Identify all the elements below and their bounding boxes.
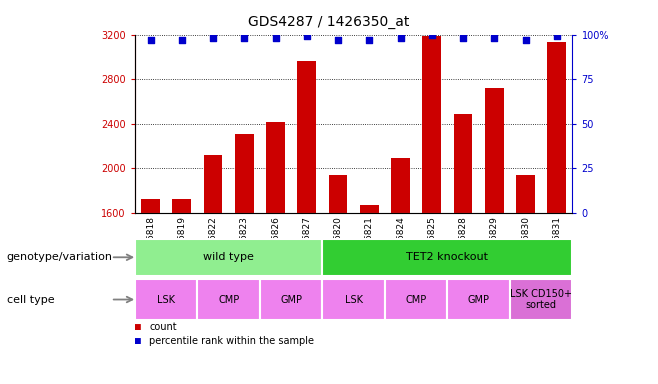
Point xyxy=(145,37,156,43)
Point xyxy=(395,35,406,41)
Bar xyxy=(360,205,379,213)
Bar xyxy=(204,155,222,213)
Text: LSK: LSK xyxy=(345,295,363,305)
Point xyxy=(458,35,468,41)
Text: CMP: CMP xyxy=(405,295,427,305)
Point xyxy=(333,37,343,43)
Point xyxy=(426,31,437,38)
Bar xyxy=(391,159,410,213)
Bar xyxy=(447,279,510,320)
Text: count: count xyxy=(149,322,177,332)
Point xyxy=(301,33,312,40)
Point xyxy=(520,37,531,43)
Bar xyxy=(141,199,160,213)
Bar xyxy=(172,199,191,213)
Point xyxy=(239,35,249,41)
Text: wild type: wild type xyxy=(203,252,254,262)
Text: GMP: GMP xyxy=(468,295,490,305)
Point xyxy=(551,33,562,40)
Bar xyxy=(454,114,472,213)
Bar xyxy=(322,239,572,276)
Bar xyxy=(485,88,504,213)
Bar xyxy=(329,175,347,213)
Text: ■: ■ xyxy=(135,322,141,332)
Bar xyxy=(235,134,254,213)
Point xyxy=(364,37,374,43)
Text: CMP: CMP xyxy=(218,295,240,305)
Text: ■: ■ xyxy=(135,336,141,346)
Text: LSK CD150+
sorted: LSK CD150+ sorted xyxy=(510,289,572,310)
Bar xyxy=(422,36,441,213)
Text: GMP: GMP xyxy=(280,295,302,305)
Bar xyxy=(197,279,260,320)
Point xyxy=(489,35,499,41)
Point xyxy=(208,35,218,41)
Bar xyxy=(510,279,572,320)
Text: cell type: cell type xyxy=(7,295,54,305)
Bar xyxy=(297,61,316,213)
Bar xyxy=(516,175,535,213)
Point xyxy=(270,35,281,41)
Text: GDS4287 / 1426350_at: GDS4287 / 1426350_at xyxy=(248,15,410,29)
Bar xyxy=(547,42,566,213)
Bar xyxy=(385,279,447,320)
Point xyxy=(176,37,187,43)
Bar xyxy=(260,279,322,320)
Bar xyxy=(322,279,385,320)
Text: percentile rank within the sample: percentile rank within the sample xyxy=(149,336,315,346)
Text: genotype/variation: genotype/variation xyxy=(7,252,113,262)
Bar xyxy=(135,239,322,276)
Text: LSK: LSK xyxy=(157,295,175,305)
Bar xyxy=(135,279,197,320)
Text: TET2 knockout: TET2 knockout xyxy=(407,252,488,262)
Bar xyxy=(266,122,285,213)
